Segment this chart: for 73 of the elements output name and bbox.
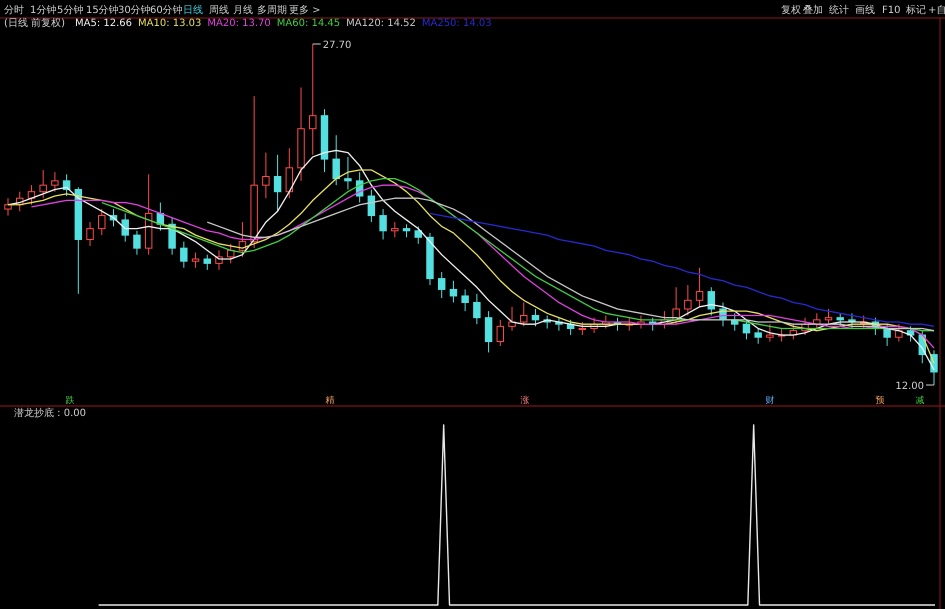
candlestick: [684, 284, 692, 316]
text: 周线: [209, 4, 229, 16]
text: 1分钟: [30, 4, 56, 16]
text: +自: [928, 4, 945, 16]
text: MA250: 14.03: [422, 18, 492, 29]
candlestick: [226, 243, 234, 264]
candlestick: [766, 324, 774, 342]
candlestick: [286, 148, 294, 199]
candlestick: [414, 226, 422, 244]
candlestick: [204, 254, 211, 270]
candlestick: [368, 189, 376, 223]
text: 减: [916, 395, 924, 406]
candlestick: [379, 208, 387, 240]
candlestick: [274, 154, 282, 212]
candlestick: [836, 312, 844, 327]
candlestick: [578, 322, 586, 336]
text: 财: [766, 395, 774, 406]
candlestick: [391, 222, 399, 238]
candlestick: [438, 272, 446, 299]
candlestick: [309, 44, 316, 156]
candlestick: [28, 184, 36, 206]
text: MA5: 12.66: [74, 18, 132, 29]
text: 60分钟: [150, 4, 183, 16]
candlestick: [86, 222, 94, 246]
candlestick: [121, 212, 129, 242]
candlestick: [496, 319, 504, 346]
candlestick: [754, 328, 762, 344]
candlestick: [51, 172, 59, 192]
text: 跌: [66, 395, 74, 406]
candlestick: [696, 267, 704, 308]
text: F10: [882, 5, 900, 16]
chart-title: 潜龙抄底 : 0.00: [14, 407, 86, 419]
candlestick: [39, 169, 47, 199]
candlestick: [532, 308, 540, 327]
candlestick: [473, 293, 481, 325]
text: 精: [326, 395, 334, 406]
text: 叠加: [803, 4, 823, 16]
candlestick: [192, 252, 200, 268]
text: 日线: [183, 4, 203, 16]
candlestick: [402, 224, 410, 238]
candlestick: [133, 230, 141, 256]
candlestick: [461, 288, 469, 312]
text: 统计: [829, 4, 849, 16]
candlestick: [520, 302, 528, 327]
text: MA60: 14.45: [276, 18, 340, 29]
candlestick: [98, 208, 106, 236]
candlestick: [824, 308, 832, 325]
text: 多周期: [257, 4, 287, 16]
annotation: 12.00: [895, 381, 924, 392]
text: MA10: 13.03: [138, 18, 202, 29]
text: 5分钟: [57, 4, 84, 16]
text: MA20: 13.70: [207, 18, 271, 29]
candlestick: [180, 241, 188, 268]
text: 30分钟: [118, 4, 151, 16]
text: 预: [876, 395, 884, 406]
chart-subtitle: (日线 前复权): [4, 17, 66, 29]
text: 涨: [520, 395, 530, 406]
text: 月线: [233, 4, 253, 16]
candlestick: [708, 286, 716, 316]
candlestick: [484, 310, 492, 353]
candlestick: [742, 319, 750, 340]
candlestick: [332, 134, 340, 186]
text: 复权: [781, 4, 801, 16]
candlestick: [344, 156, 352, 190]
text: 分时: [4, 4, 24, 16]
text: 更多 >: [289, 4, 321, 16]
annotation: 27.70: [322, 40, 352, 51]
text: 标记: [905, 4, 926, 16]
candlestick: [450, 280, 458, 303]
candlestick: [262, 152, 270, 199]
text: 画线: [855, 4, 875, 16]
text: MA120: 14.52: [346, 18, 416, 29]
text: 15分钟: [86, 4, 119, 16]
